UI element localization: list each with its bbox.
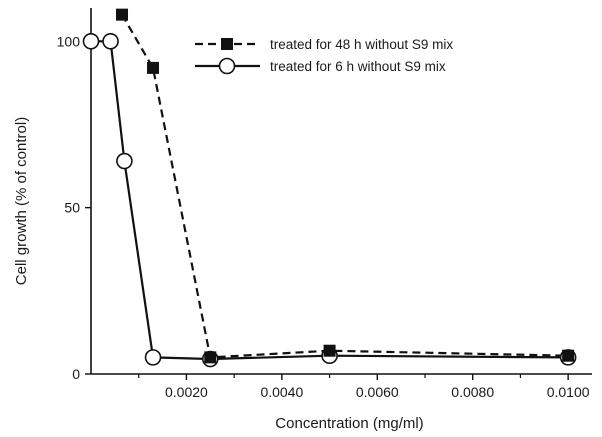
y-tick-label: 100 <box>57 33 81 49</box>
series-6h-line <box>91 40 569 361</box>
x-tick-label: 0.0020 <box>165 384 208 400</box>
x-tick-label: 0.0060 <box>356 384 399 400</box>
y-tick-label: 0 <box>72 366 80 382</box>
legend: treated for 48 h without S9 mix treated f… <box>195 37 453 75</box>
x-tick-label: 0.0040 <box>260 384 303 400</box>
series-6h-point <box>116 152 133 170</box>
series-6h-point <box>82 32 100 50</box>
y-ticks: 0 50 100 <box>57 33 91 382</box>
series-48h-point <box>147 61 160 74</box>
legend-square-marker <box>221 38 233 50</box>
series-6h-point <box>102 32 119 50</box>
legend-circle-marker <box>218 57 236 75</box>
y-axis-title: Cell growth (% of control) <box>13 117 30 285</box>
series-48h-point <box>323 344 336 357</box>
x-tick-label: 0.0080 <box>451 384 494 400</box>
legend-label: treated for 6 h without S9 mix <box>270 59 446 74</box>
series-48h-point <box>116 8 129 21</box>
series-48h-point <box>562 349 575 362</box>
y-tick-label: 50 <box>64 200 80 216</box>
series-markers <box>82 8 577 368</box>
legend-label: treated for 48 h without S9 mix <box>270 37 453 52</box>
x-tick-label: 0.0100 <box>547 384 590 400</box>
series-6h-point <box>144 349 162 366</box>
x-axis-title: Concentration (mg/ml) <box>275 415 423 432</box>
series-48h-point <box>204 351 217 364</box>
x-ticks: 0.0020 0.0040 0.0060 0.0080 0.0100 <box>138 374 590 400</box>
axes <box>90 8 592 375</box>
